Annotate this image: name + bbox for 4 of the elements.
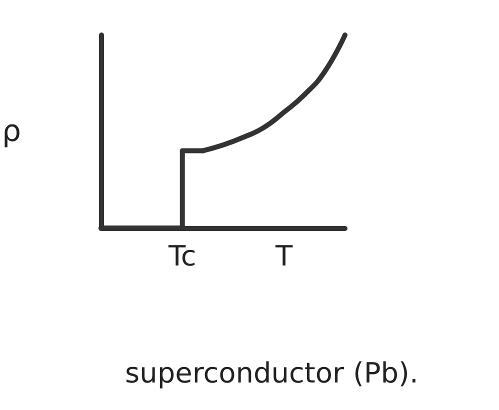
y-axis-title: ρ (2, 114, 22, 149)
x-tick-label: Tc (167, 240, 196, 272)
x-tick-label: T (274, 240, 294, 272)
text: superconductor (Pb). (125, 356, 418, 390)
